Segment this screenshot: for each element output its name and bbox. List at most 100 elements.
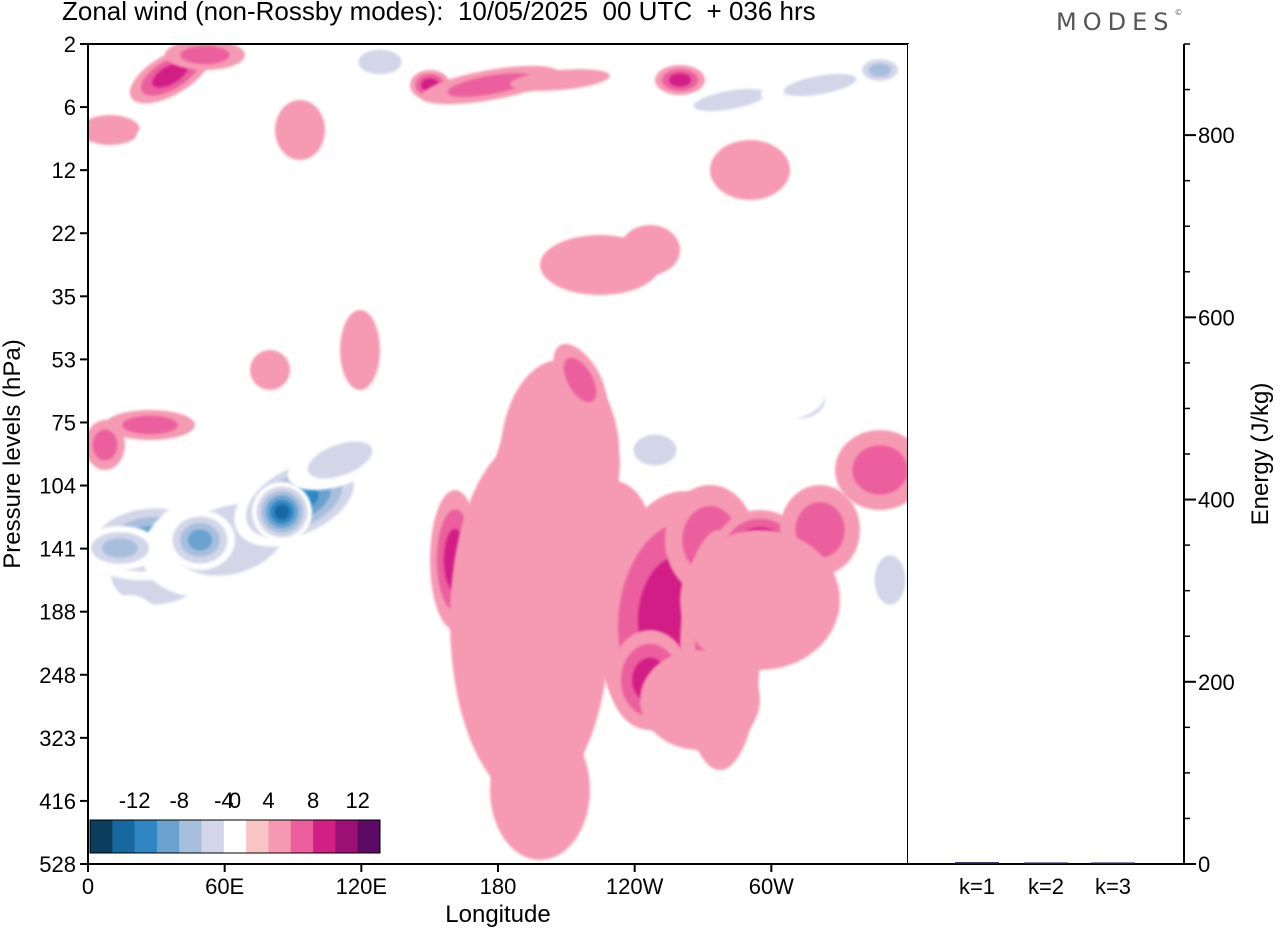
westerly-anomaly — [88, 115, 140, 145]
contour-fill — [152, 62, 188, 88]
easterly-anomaly — [88, 526, 160, 570]
chart-title: Zonal wind (non-Rossby modes): 10/05/202… — [62, 0, 816, 26]
colorbar-swatch — [223, 820, 247, 853]
x-tick-label: 120W — [606, 874, 664, 899]
contour-fill — [852, 445, 908, 495]
easterly-anomaly — [855, 55, 905, 85]
x-axis-ticks: 0 60E 120E 180 120W 60W — [82, 864, 794, 899]
contour-fill — [580, 100, 660, 140]
colorbar-swatch — [179, 820, 203, 853]
contour-fill — [274, 504, 290, 520]
energy-tick-label: 800 — [1198, 123, 1235, 148]
logo-mark: © — [1174, 8, 1183, 17]
colorbar: -12 -8 -40 4 8 12 — [89, 784, 385, 862]
westerly-anomaly — [640, 650, 760, 750]
energy-tick-label: 0 — [1198, 852, 1210, 877]
energy-tick-label: 200 — [1198, 670, 1235, 695]
y-tick-label: 528 — [39, 852, 76, 877]
contour-fill — [640, 650, 760, 750]
colorbar-swatch — [156, 820, 180, 853]
energy-category-label: k=1 — [959, 874, 995, 899]
westerly-anomaly — [553, 343, 607, 417]
contour-fill — [447, 73, 533, 97]
easterly-anomaly — [135, 120, 175, 170]
wind-contours — [88, 44, 908, 860]
easterly-anomaly — [252, 482, 312, 542]
y-tick-label: 416 — [39, 789, 76, 814]
colorbar-swatch — [134, 820, 158, 853]
contour-fill — [510, 69, 610, 91]
easterly-anomaly — [90, 360, 150, 400]
easterly-anomaly — [620, 425, 690, 475]
contour-fill — [92, 429, 118, 461]
energy-tick-label: 600 — [1198, 305, 1235, 330]
x-tick-label: 120E — [336, 874, 387, 899]
easterly-anomaly — [685, 365, 825, 425]
y-tick-label: 323 — [39, 726, 76, 751]
colorbar-label: 4 — [262, 788, 274, 813]
colorbar-label: 12 — [345, 788, 369, 813]
contour-fill — [685, 365, 825, 425]
x-tick-label: 180 — [480, 874, 517, 899]
contour-fill — [88, 115, 140, 145]
colorbar-swatch — [112, 820, 136, 853]
energy-bar — [1091, 862, 1135, 864]
energy-category-label: k=3 — [1095, 874, 1131, 899]
colorbar-swatch — [201, 820, 225, 853]
contour-fill — [563, 357, 597, 403]
westerly-anomaly — [250, 350, 290, 390]
contour-fill — [250, 350, 290, 390]
x-tick-label: 60W — [749, 874, 794, 899]
contour-fill — [668, 73, 692, 87]
modes-logo: MODES© — [1056, 8, 1182, 36]
colorbar-swatch — [335, 820, 359, 853]
contour-fill — [122, 415, 178, 435]
x-axis-label: Longitude — [445, 901, 550, 928]
colorbar-swatch — [290, 820, 314, 853]
contour-fill — [90, 360, 150, 400]
contour-fill — [490, 720, 590, 860]
easterly-anomaly — [670, 81, 790, 119]
westerly-anomaly — [275, 100, 325, 160]
y-axis-ticks: 2 6 12 22 35 53 75 104 141 188 248 323 416 528 — [39, 32, 88, 877]
colorbar-frame — [89, 819, 381, 854]
contour-fill — [95, 595, 165, 685]
contour-fill — [620, 225, 680, 275]
easterly-anomaly — [345, 44, 415, 82]
contour-fill — [187, 529, 213, 551]
contour-fill — [874, 555, 906, 605]
contour-fill — [693, 88, 767, 112]
y-tick-label: 248 — [39, 663, 76, 688]
y-tick-label: 6 — [64, 95, 76, 120]
contour-fill — [358, 49, 402, 75]
westerly-anomaly — [421, 65, 559, 105]
westerly-anomaly — [165, 44, 245, 70]
x-tick-label: 60E — [205, 874, 244, 899]
westerly-anomaly — [710, 140, 790, 200]
colorbar-label: -8 — [169, 788, 189, 813]
logo-text: MODES — [1056, 8, 1175, 36]
energy-y-label: Energy (J/kg) — [1247, 383, 1274, 526]
westerly-anomaly — [510, 69, 610, 91]
contour-fill — [135, 120, 175, 170]
energy-category-label: k=2 — [1028, 874, 1064, 899]
westerly-anomaly — [655, 65, 705, 95]
contour-fill — [102, 538, 138, 558]
easterly-anomaly — [95, 595, 165, 685]
contour-fill — [340, 310, 380, 390]
contour-fill — [710, 140, 790, 200]
contour-fill — [868, 63, 892, 77]
energy-bar — [955, 862, 999, 864]
westerly-anomaly — [620, 225, 680, 275]
energy-panel: 0 200 400 600 800 k=1 k=2 k=3 Energy (J/kg) — [908, 43, 1274, 899]
y-tick-label: 141 — [39, 537, 76, 562]
x-tick-label: 0 — [82, 874, 94, 899]
y-tick-label: 104 — [39, 474, 76, 499]
contour-fill — [180, 45, 230, 65]
heatmap-panel: 2 6 12 22 35 53 75 104 141 188 248 323 416 528 0 60E 12… — [0, 32, 909, 928]
y-tick-label: 12 — [52, 158, 76, 183]
colorbar-swatch — [313, 820, 336, 853]
energy-background — [908, 44, 1184, 864]
easterly-anomaly — [580, 100, 660, 140]
